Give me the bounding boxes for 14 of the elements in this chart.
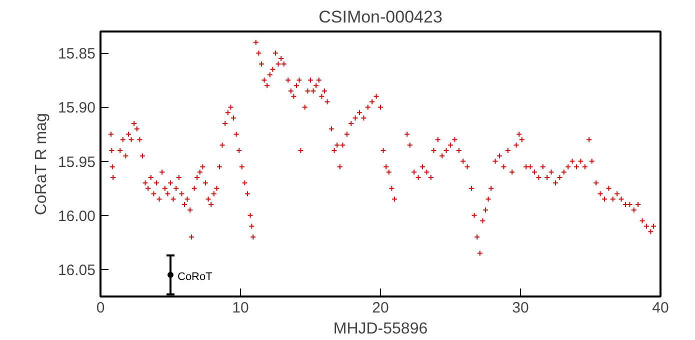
x-axis-title: MHJD-55896 [333,320,428,338]
y-tick-label: 15.95 [58,154,96,171]
x-tick-label: 20 [372,300,389,316]
y-tick-label: 16.00 [58,208,96,225]
y-tick-label: 15.90 [58,100,96,117]
y-axis-title: CoRaT R mag [32,113,50,216]
chart-title: CSIMon-000423 [318,8,442,26]
x-tick-label: 40 [652,300,669,316]
x-tick-label: 10 [232,300,249,316]
y-tick-label: 15.85 [58,46,96,63]
y-tick-label: 16.05 [58,262,96,279]
x-tick-label: 30 [512,300,529,316]
series-label: CoRoT [178,270,213,283]
x-tick-label: 0 [96,300,105,316]
